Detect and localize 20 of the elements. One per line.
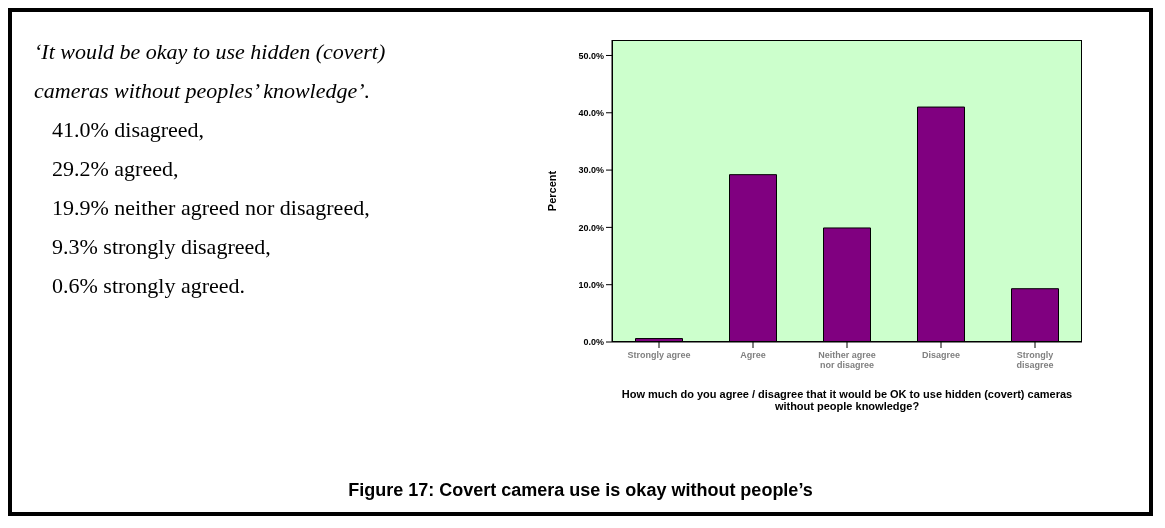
y-tick-label: 40.0%: [578, 107, 604, 118]
text: 9.3% strongly disagreed,: [51, 233, 272, 261]
text: 29.2% agreed,: [51, 155, 180, 183]
y-tick-label: 20.0%: [578, 222, 604, 233]
y-tick-label: 0.0%: [583, 337, 604, 348]
text: 0.6% strongly agreed.: [51, 272, 247, 300]
text: 41.0% disagreed,: [51, 116, 206, 144]
x-tick-label: Disagree: [921, 350, 961, 361]
y-axis-title: Percent: [545, 170, 558, 212]
text: Figure 17: Covert camera use is okay without people’s: [347, 480, 814, 501]
text: 19.9% neither agreed nor disagreed,: [51, 194, 371, 222]
y-tick-label: 10.0%: [578, 279, 604, 290]
x-tick-label: Strongly disagree: [1016, 350, 1054, 371]
y-tick-label: 50.0%: [578, 50, 604, 61]
x-axis-title: How much do you agree / disagree that it would be OK to use hidden (covert) cameras without people knowledge?: [620, 388, 1074, 412]
x-tick-label: Agree: [740, 350, 766, 361]
x-tick-label: Strongly agree: [627, 350, 691, 361]
text: ‘It would be okay to use hidden (covert) cameras without peoples’ knowledge’.: [34, 38, 387, 105]
x-tick-label: Neither agree nor disagree: [818, 350, 876, 371]
y-tick-label: 30.0%: [578, 165, 604, 176]
